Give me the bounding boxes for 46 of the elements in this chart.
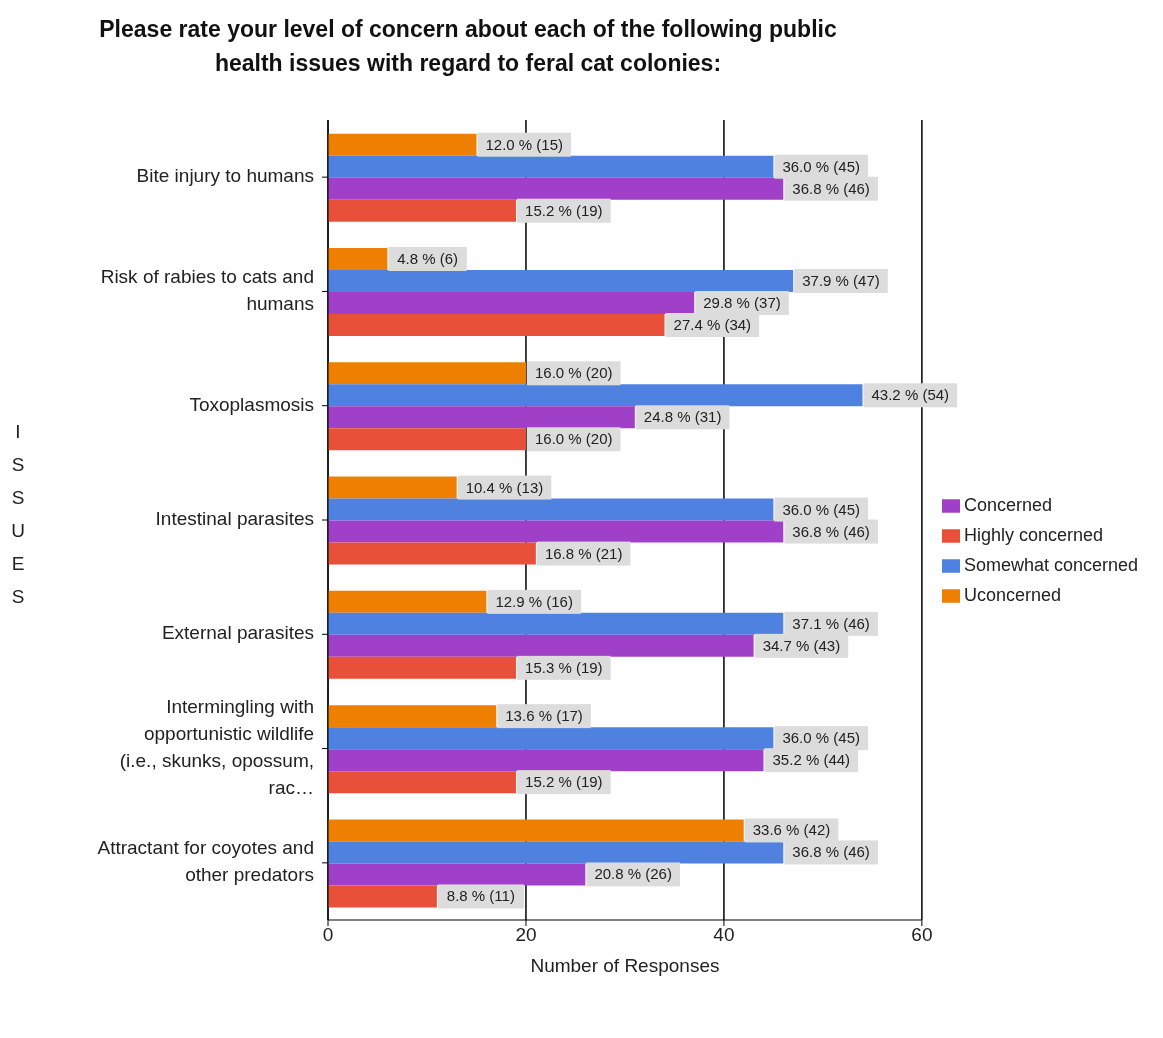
y-tick-label: Bite injury to humans <box>136 165 314 187</box>
data-label: 36.0 % (45) <box>782 500 860 518</box>
data-label: 36.8 % (46) <box>792 843 870 861</box>
data-label: 12.9 % (16) <box>495 592 573 610</box>
data-label: 15.3 % (19) <box>525 658 603 676</box>
data-label: 24.8 % (31) <box>643 408 722 426</box>
y-axis-title: ISSUES <box>11 420 25 607</box>
data-label: 27.4 % (34) <box>673 315 752 333</box>
data-label: 36.0 % (45) <box>782 157 860 175</box>
chart-title: Please rate your level of concern about each of the following public health issues with regard to feral cat colonies: <box>98 15 838 78</box>
data-label: 12.0 % (15) <box>485 135 564 153</box>
legend-label: Somewhat concerned <box>963 555 1138 575</box>
data-label: 16.8 % (21) <box>544 544 623 562</box>
data-label: 8.8 % (11) <box>446 887 515 905</box>
data-label: 33.6 % (42) <box>752 821 831 839</box>
data-label: 15.2 % (19) <box>525 201 603 219</box>
legend-label: Highly concerned <box>963 525 1103 545</box>
legend-label: Uconcerned <box>963 585 1061 605</box>
y-tick-label: Toxoplasmosis <box>189 393 314 415</box>
data-label: 15.2 % (19) <box>525 773 603 791</box>
x-axis-title: Number of Responses <box>530 955 720 976</box>
data-label: 29.8 % (37) <box>703 293 781 311</box>
y-tick-label: Intermingling with opportunistic wildlife (i.e., skunks, opossum, rac… <box>119 696 314 799</box>
data-label: 16.0 % (20) <box>534 364 613 382</box>
x-tick-label: 40 <box>713 924 735 946</box>
y-tick-label: Risk of rabies to cats and humans <box>100 265 314 314</box>
data-label: 16.0 % (20) <box>534 430 613 448</box>
data-label: 20.8 % (26) <box>594 865 672 883</box>
data-label: 13.6 % (17) <box>505 707 583 725</box>
data-label: 34.7 % (43) <box>762 636 841 654</box>
data-label: 35.2 % (44) <box>772 751 851 769</box>
data-label: 36.8 % (46) <box>792 522 870 540</box>
legend-label: Concerned <box>963 495 1052 515</box>
y-tick-label: Attractant for coyotes and other predators <box>97 837 314 886</box>
data-label: 37.9 % (47) <box>802 271 880 289</box>
data-label: 37.1 % (46) <box>792 614 870 632</box>
y-tick-label: Intestinal parasites <box>155 508 314 530</box>
data-label: 10.4 % (13) <box>465 478 544 496</box>
data-label: 36.0 % (45) <box>782 729 860 747</box>
x-tick-label: 60 <box>911 924 933 946</box>
y-tick-label: External parasites <box>161 622 314 644</box>
data-label: 4.8 % (6) <box>397 249 459 267</box>
data-label: 36.8 % (46) <box>792 179 870 197</box>
x-tick-label: 0 <box>322 924 334 946</box>
x-tick-label: 20 <box>515 924 537 946</box>
data-label: 43.2 % (54) <box>871 386 950 404</box>
